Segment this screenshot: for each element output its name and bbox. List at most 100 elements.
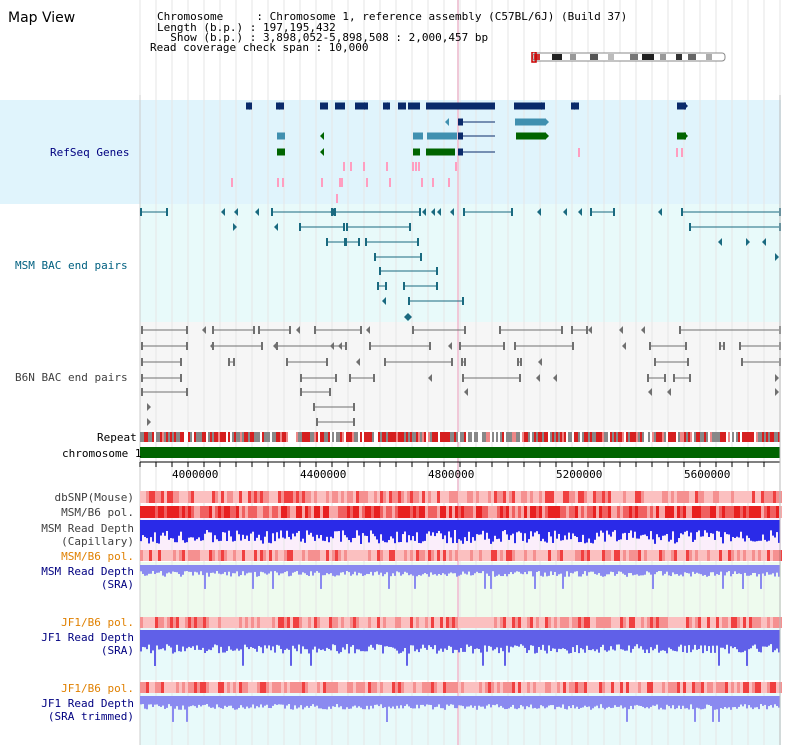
heat-cell xyxy=(371,491,374,503)
repeat-mark xyxy=(216,432,218,442)
gene-tick xyxy=(418,162,420,171)
depth-bar xyxy=(652,565,654,589)
heat-cell xyxy=(680,506,683,518)
depth-bar xyxy=(532,696,534,709)
depth-bar xyxy=(756,630,758,649)
feature-arrow xyxy=(276,102,280,110)
depth-bar xyxy=(348,520,350,541)
bac-end xyxy=(461,358,463,366)
depth-bar xyxy=(212,696,214,708)
heat-cell xyxy=(341,617,344,628)
b6n-bac-label[interactable]: B6N BAC end pairs xyxy=(15,371,128,384)
heat-cell xyxy=(182,550,185,561)
heat-cell xyxy=(506,682,509,693)
depth-bar xyxy=(536,565,538,572)
depth-bar xyxy=(726,565,728,573)
depth-bar xyxy=(418,565,420,575)
depth-bar xyxy=(142,696,144,705)
depth-bar xyxy=(318,520,320,539)
depth-bar xyxy=(420,696,422,705)
feature-arrow xyxy=(445,118,449,126)
depth-bar xyxy=(514,696,516,709)
bac-end xyxy=(689,374,691,382)
feature-arrow xyxy=(234,208,238,216)
depth-bar xyxy=(178,565,180,575)
heat-cell xyxy=(725,617,728,628)
depth-bar xyxy=(504,630,506,666)
heat-cell xyxy=(605,682,608,693)
depth-bar xyxy=(224,520,226,533)
depth-bar xyxy=(414,696,416,709)
depth-bar xyxy=(744,696,746,705)
msm-b6-pol-label-1[interactable]: MSM/B6 pol. xyxy=(61,506,134,519)
depth-bar xyxy=(760,520,762,541)
heat-cell xyxy=(170,491,173,503)
depth-bar xyxy=(614,630,616,651)
depth-bar xyxy=(326,696,328,710)
depth-bar xyxy=(200,565,202,572)
heat-cell xyxy=(311,506,314,518)
heat-cell xyxy=(404,506,407,518)
depth-bar xyxy=(680,630,682,645)
heat-cell xyxy=(443,491,446,503)
dbsnp-label[interactable]: dbSNP(Mouse) xyxy=(54,491,134,504)
depth-bar xyxy=(332,520,334,539)
depth-bar xyxy=(356,520,358,531)
heat-cell xyxy=(767,617,770,628)
depth-bar xyxy=(262,520,264,544)
heat-cell xyxy=(482,682,485,693)
repeat-label[interactable]: Repeat xyxy=(97,431,137,444)
depth-bar xyxy=(214,696,216,709)
heat-cell xyxy=(512,617,515,628)
msm-b6-pol-label-2[interactable]: MSM/B6 pol. xyxy=(61,550,134,563)
chromosome-ideogram[interactable] xyxy=(530,52,726,63)
depth-bar xyxy=(778,565,780,577)
heat-cell xyxy=(605,617,608,628)
repeat-mark xyxy=(406,432,408,442)
jf1-b6-pol-label-1[interactable]: JF1/B6 pol. xyxy=(61,616,134,629)
heat-cell xyxy=(380,617,383,628)
depth-bar xyxy=(220,520,222,541)
gene-tick xyxy=(231,178,233,187)
heat-cell xyxy=(317,550,320,561)
depth-bar xyxy=(404,630,406,649)
jf1-b6-pol-label-2[interactable]: JF1/B6 pol. xyxy=(61,682,134,695)
depth-bar xyxy=(560,520,562,541)
repeat-mark xyxy=(574,432,576,442)
repeat-mark xyxy=(254,432,256,442)
repeat-mark xyxy=(554,432,556,442)
repeat-mark xyxy=(536,432,538,442)
depth-bar xyxy=(140,696,142,705)
depth-bar xyxy=(280,630,282,649)
msm-read-depth-sra-label[interactable]: MSM Read Depth xyxy=(41,565,134,578)
feature-arrow xyxy=(563,208,567,216)
depth-bar xyxy=(264,630,266,646)
depth-bar xyxy=(390,520,392,537)
heat-cell xyxy=(176,617,179,628)
heat-cell xyxy=(440,506,443,518)
repeat-mark xyxy=(392,432,394,442)
depth-bar xyxy=(444,520,446,536)
repeat-mark xyxy=(754,432,756,442)
jf1-read-depth-sra-label[interactable]: JF1 Read Depth xyxy=(41,631,134,644)
heat-cell xyxy=(185,617,188,628)
msm-read-depth-cap-label[interactable]: MSM Read Depth xyxy=(41,522,134,535)
depth-bar xyxy=(148,696,150,705)
depth-bar xyxy=(702,696,704,710)
depth-bar xyxy=(574,696,576,709)
repeat-mark xyxy=(628,432,630,442)
heat-cell xyxy=(353,550,356,561)
heat-cell xyxy=(260,491,263,503)
heat-cell xyxy=(344,550,347,561)
depth-bar xyxy=(592,696,594,709)
depth-bar xyxy=(540,565,542,576)
heat-cell xyxy=(383,506,386,518)
depth-bar xyxy=(716,565,718,575)
depth-bar xyxy=(682,630,684,653)
jf1-read-depth-trim-label[interactable]: JF1 Read Depth xyxy=(41,697,134,710)
msm-bac-label[interactable]: MSM BAC end pairs xyxy=(15,259,128,272)
heat-cell xyxy=(716,617,719,628)
refseq-genes-label[interactable]: RefSeq Genes xyxy=(50,146,130,159)
heat-cell xyxy=(158,617,161,628)
depth-bar xyxy=(368,520,370,543)
